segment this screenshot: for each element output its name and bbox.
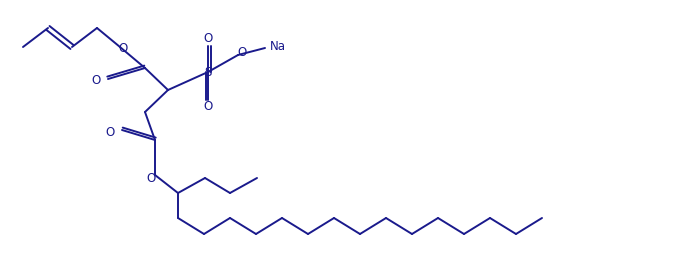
Text: Na: Na [270, 40, 286, 53]
Text: O: O [106, 125, 115, 139]
Text: O: O [147, 172, 156, 186]
Text: O: O [91, 74, 101, 88]
Text: O: O [203, 33, 213, 45]
Text: O: O [119, 42, 128, 56]
Text: S: S [205, 65, 211, 78]
Text: O: O [203, 100, 213, 113]
Text: O: O [237, 46, 246, 60]
